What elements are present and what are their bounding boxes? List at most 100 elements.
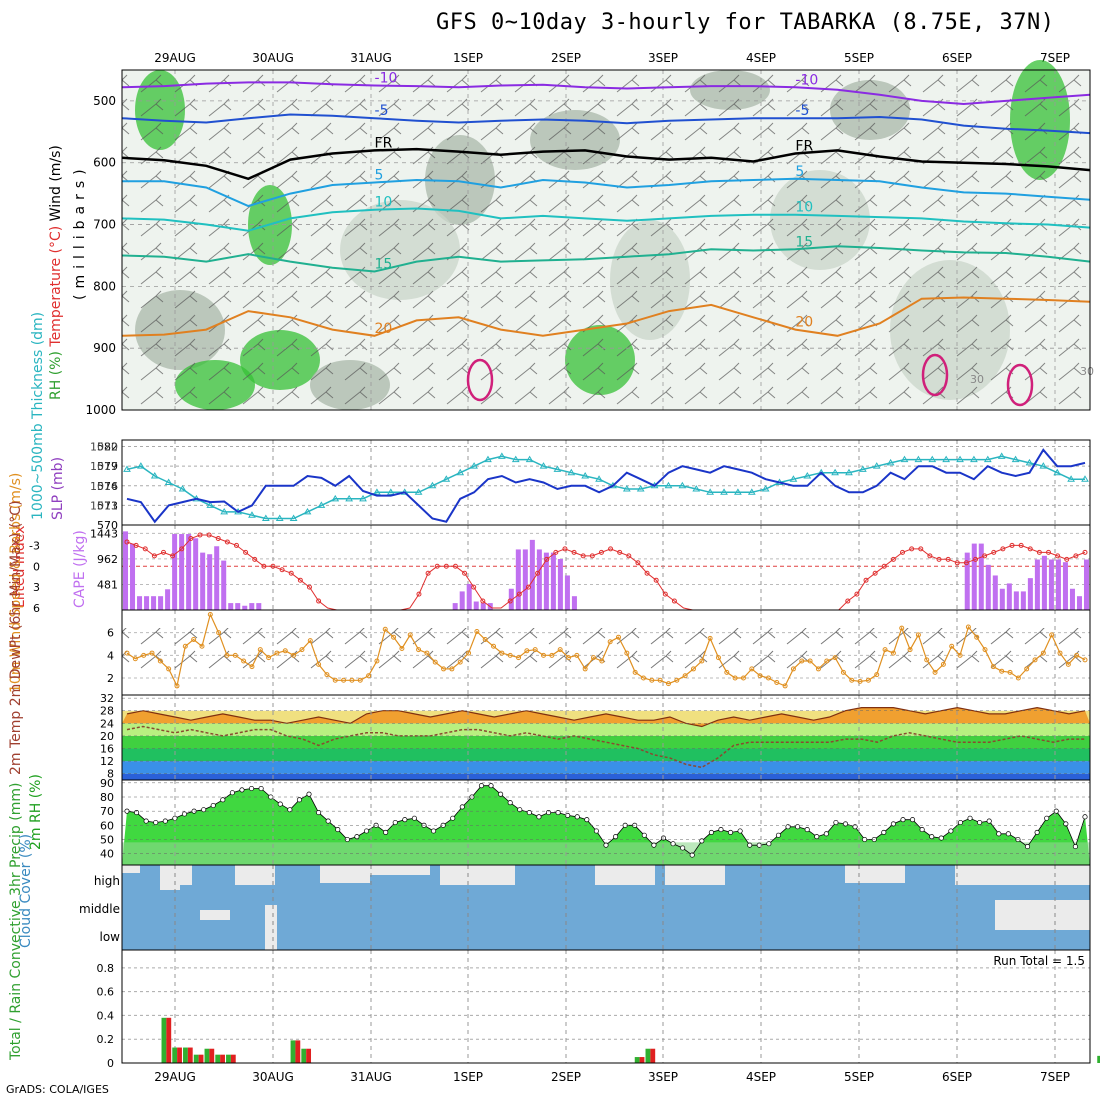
wind-speed-marker [249, 664, 255, 670]
li-marker [1046, 549, 1052, 555]
contour-label: 5 [375, 168, 384, 184]
wind-speed-marker [1065, 661, 1071, 667]
rh-marker [450, 815, 456, 821]
precip-convective-bar [639, 1057, 645, 1063]
rh-marker [613, 834, 619, 840]
rh-marker [689, 852, 695, 858]
thickness-marker [414, 488, 423, 495]
precip-tick-label: 0 [107, 1057, 114, 1070]
wind-speed-marker [324, 672, 330, 678]
wind-speed-marker [441, 666, 447, 672]
wind-speed-marker [299, 647, 305, 653]
temperature-contour-FR [121, 147, 1091, 181]
temp-tick-label: 28 [100, 705, 114, 718]
thickness-ylabel: 1000~500mb Thickness (dm) [30, 312, 46, 520]
li-marker [480, 598, 486, 604]
rh-marker [603, 842, 609, 848]
cloud-clear-area [320, 865, 370, 883]
date-tick-top: 4SEP [746, 51, 776, 65]
rh-marker [651, 842, 657, 848]
upper-ylabel: RH (%) Temperature (°C) Wind (m/s) (mill… [48, 145, 88, 400]
contour-label: 10 [375, 195, 393, 211]
cloud-level-label: high [94, 874, 120, 888]
rh-marker [852, 824, 858, 830]
cape-bar [999, 588, 1005, 610]
date-tick-top: 7SEP [1040, 51, 1070, 65]
wind-speed-marker [382, 626, 388, 632]
rh-contour-loop [466, 358, 494, 402]
wind-speed-marker [366, 673, 372, 679]
wind-speed-marker [574, 652, 580, 658]
wind-speed-marker [1024, 666, 1030, 672]
thickness-marker [123, 465, 131, 472]
thickness-marker [831, 468, 839, 476]
rh-marker [354, 834, 360, 840]
rh-tick-label: 40 [100, 848, 114, 861]
thickness-marker [206, 501, 215, 508]
cape-bar [550, 552, 556, 610]
precip-total-bar [183, 1047, 188, 1063]
thickness-marker [872, 462, 881, 469]
rh-marker [996, 831, 1002, 837]
li-ylabel: Lifted Index [12, 526, 28, 608]
cape-bar [452, 603, 458, 610]
cape-ylabel-text: CAPE (J/kg) [72, 530, 88, 608]
wind-speed-marker [690, 666, 696, 672]
cape-bar [1076, 596, 1082, 610]
cape-bar [172, 534, 178, 610]
rh-marker [478, 783, 485, 789]
rh-marker [306, 791, 312, 797]
li-marker [170, 553, 176, 559]
wind-speed-marker [541, 652, 547, 658]
wind-speed-marker [332, 677, 338, 683]
date-tick-top: 5SEP [844, 51, 874, 65]
li-marker [598, 549, 604, 555]
cape-bar [978, 543, 984, 610]
cape-bar [221, 560, 227, 610]
li-marker [1082, 549, 1088, 555]
rh-marker [536, 814, 542, 820]
thickness-tick-label: 582 [97, 441, 118, 454]
temp-tick-label: 32 [100, 692, 114, 705]
date-tick-bottom: 6SEP [942, 1070, 972, 1084]
temp-tick-label: 16 [100, 743, 114, 756]
cape-bar [1027, 578, 1033, 610]
wind-speed-marker [507, 652, 513, 658]
rh-marker [239, 787, 245, 793]
rh-marker [977, 819, 983, 826]
rh-marker [737, 828, 743, 834]
rh-marker [1024, 844, 1031, 850]
rh-marker [670, 841, 676, 847]
wind-speed-marker [857, 678, 863, 684]
rh-marker [727, 829, 734, 835]
wind-speed-marker [874, 672, 880, 678]
wind-speed-marker [207, 612, 213, 618]
wind-ylabel: 10m Wind Speed & Barbs (m/s) [8, 473, 24, 693]
thickness-marker [539, 462, 548, 469]
wind-speed-marker [416, 647, 422, 653]
rh-marker [287, 807, 293, 813]
cloud-clear-area [370, 865, 430, 875]
rh-marker [986, 818, 992, 824]
rh-marker [957, 819, 964, 826]
thickness-marker [1081, 475, 1089, 482]
li-marker [1018, 542, 1024, 548]
precip-total-bar [1097, 1055, 1100, 1063]
wind-speed-marker [890, 650, 896, 656]
cloud-clear-area [665, 865, 725, 885]
thickness-marker [692, 485, 701, 492]
precip-convective-bar [198, 1054, 204, 1063]
thickness-marker [289, 514, 298, 521]
precip-convective-bar [166, 1017, 172, 1063]
thickness-marker [275, 514, 284, 521]
thickness-marker [928, 455, 937, 463]
precip-convective-bar [230, 1054, 236, 1063]
wind-tick-label: 6 [107, 627, 114, 640]
temp-tick-label: 12 [100, 755, 114, 768]
cloud-clear-area [955, 865, 1090, 885]
precip-convective-bar [187, 1047, 193, 1063]
rh-marker [766, 841, 772, 847]
precip-total-bar [634, 1057, 640, 1063]
thickness-marker [150, 471, 159, 479]
thickness-marker [1039, 462, 1048, 469]
